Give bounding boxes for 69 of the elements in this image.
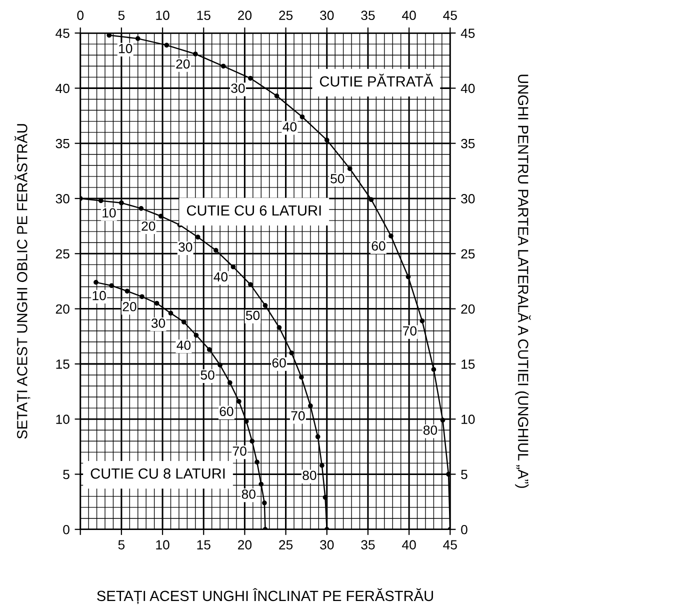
annotation: 10 — [92, 290, 106, 300]
y-tick-label: 35 — [56, 138, 70, 148]
y2-tick-label: 20 — [461, 304, 475, 314]
x2-tick-label: 0 — [77, 10, 84, 20]
annotation: 60 — [372, 241, 386, 251]
text: CUTIE CU 8 LATURI — [90, 468, 225, 479]
x2-tick-label: 30 — [320, 10, 334, 20]
x2-tick-label: 25 — [279, 10, 293, 20]
x-tick-label: 30 — [320, 540, 334, 550]
series-label: CUTIE CU 6 LATURI — [186, 205, 321, 216]
y2-tick-label: 5 — [461, 470, 468, 480]
annotation: 20 — [142, 221, 156, 231]
annotation: 10 — [119, 44, 132, 54]
annotation: 20 — [176, 59, 190, 69]
annotation: 30 — [151, 318, 166, 328]
y-tick-label: 0 — [63, 524, 70, 534]
x2-tick-label: 35 — [361, 10, 375, 20]
x-tick-label: 25 — [279, 540, 293, 550]
annotation: 60 — [272, 358, 286, 368]
y-tick-label: 45 — [56, 28, 70, 38]
x2-tick-label: 15 — [197, 10, 210, 20]
y-tick-label: 10 — [56, 414, 70, 424]
annotation: 80 — [423, 425, 438, 435]
y-tick-label: 30 — [56, 194, 70, 204]
y-tick-label: 15 — [56, 360, 70, 369]
x-tick-label: 10 — [156, 540, 170, 550]
y-tick-label: 20 — [56, 304, 70, 314]
y2-tick-label: 10 — [462, 414, 475, 424]
x-tick-label: 15 — [197, 540, 210, 550]
x2-tick-label: 10 — [156, 10, 170, 20]
annotation: 10 — [102, 208, 116, 218]
annotation: 80 — [242, 489, 256, 499]
x-tick-label: 45 — [443, 540, 457, 550]
annotation: 70 — [232, 446, 246, 456]
x2-tick-label: 20 — [238, 10, 252, 20]
x-tick-label: 5 — [118, 540, 125, 550]
annotation: 20 — [122, 302, 136, 312]
x2-tick-label: 45 — [443, 10, 457, 20]
annotation: 40 — [214, 272, 228, 282]
x-tick-label: 20 — [238, 540, 252, 550]
annotation: 40 — [282, 122, 297, 132]
x2-tick-label: 5 — [118, 10, 125, 20]
annotation: 50 — [246, 310, 260, 320]
y2-tick-label: 45 — [460, 28, 475, 38]
x2-tick-label: 40 — [402, 10, 416, 20]
y2-tick-label: 40 — [460, 84, 475, 94]
y-tick-label: 40 — [56, 84, 70, 94]
annotation: 60 — [220, 406, 234, 416]
annotation: 40 — [176, 340, 191, 350]
x-tick-label: 40 — [402, 540, 416, 550]
y2-tick-label: 25 — [461, 249, 475, 259]
y2-tick-label: 15 — [462, 360, 475, 369]
y-tick-label: 25 — [56, 249, 70, 259]
y-axis-title: SETAȚI ACEST UNGHI OBLIC PE FERĂSTRĂU — [14, 124, 30, 439]
annotation: 50 — [330, 174, 344, 184]
annotation: 70 — [403, 326, 417, 336]
text: CUTIE PĂTRATĂ — [320, 74, 434, 87]
y2-tick-label: 30 — [461, 194, 475, 204]
annotation: 50 — [200, 370, 214, 380]
y2-tick-label: 35 — [461, 138, 475, 148]
y-tick-label: 5 — [63, 470, 70, 480]
x-axis-title: SETAȚI ACEST UNGHI ÎNCLINAT PE FERĂSTRĂU — [97, 588, 433, 604]
annotation: 30 — [231, 84, 245, 93]
annotation: 70 — [291, 411, 305, 420]
x-tick-label: 35 — [361, 540, 375, 550]
annotation: 30 — [178, 242, 192, 252]
annotation: 80 — [302, 470, 316, 480]
y2-tick-label: 0 — [461, 524, 468, 534]
y2-axis-title: UNGHI PENTRU PARTEA LATERALĂ A CUTIEI (UNGHIUL „A”) — [515, 74, 531, 488]
